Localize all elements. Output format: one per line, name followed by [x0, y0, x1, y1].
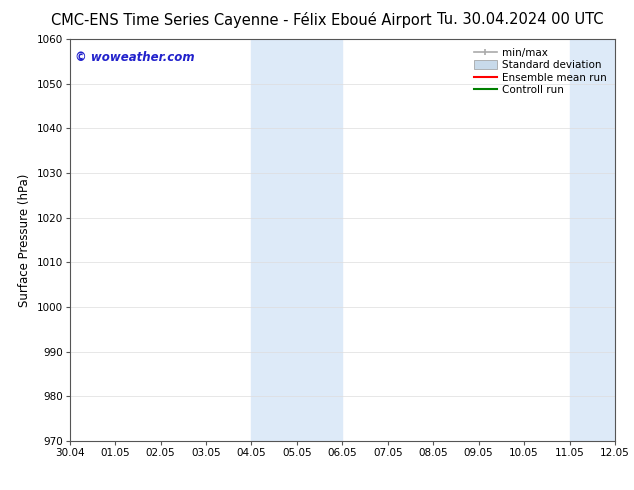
Text: © woweather.com: © woweather.com [75, 51, 195, 64]
Bar [252, 39, 342, 441]
Bar [569, 39, 634, 441]
Text: Tu. 30.04.2024 00 UTC: Tu. 30.04.2024 00 UTC [437, 12, 603, 27]
Text: CMC-ENS Time Series Cayenne - Félix Eboué Airport: CMC-ENS Time Series Cayenne - Félix Ebou… [51, 12, 431, 28]
Legend: min/max, Standard deviation, Ensemble mean run, Controll run: min/max, Standard deviation, Ensemble me… [470, 45, 610, 98]
Y-axis label: Surface Pressure (hPa): Surface Pressure (hPa) [18, 173, 31, 307]
